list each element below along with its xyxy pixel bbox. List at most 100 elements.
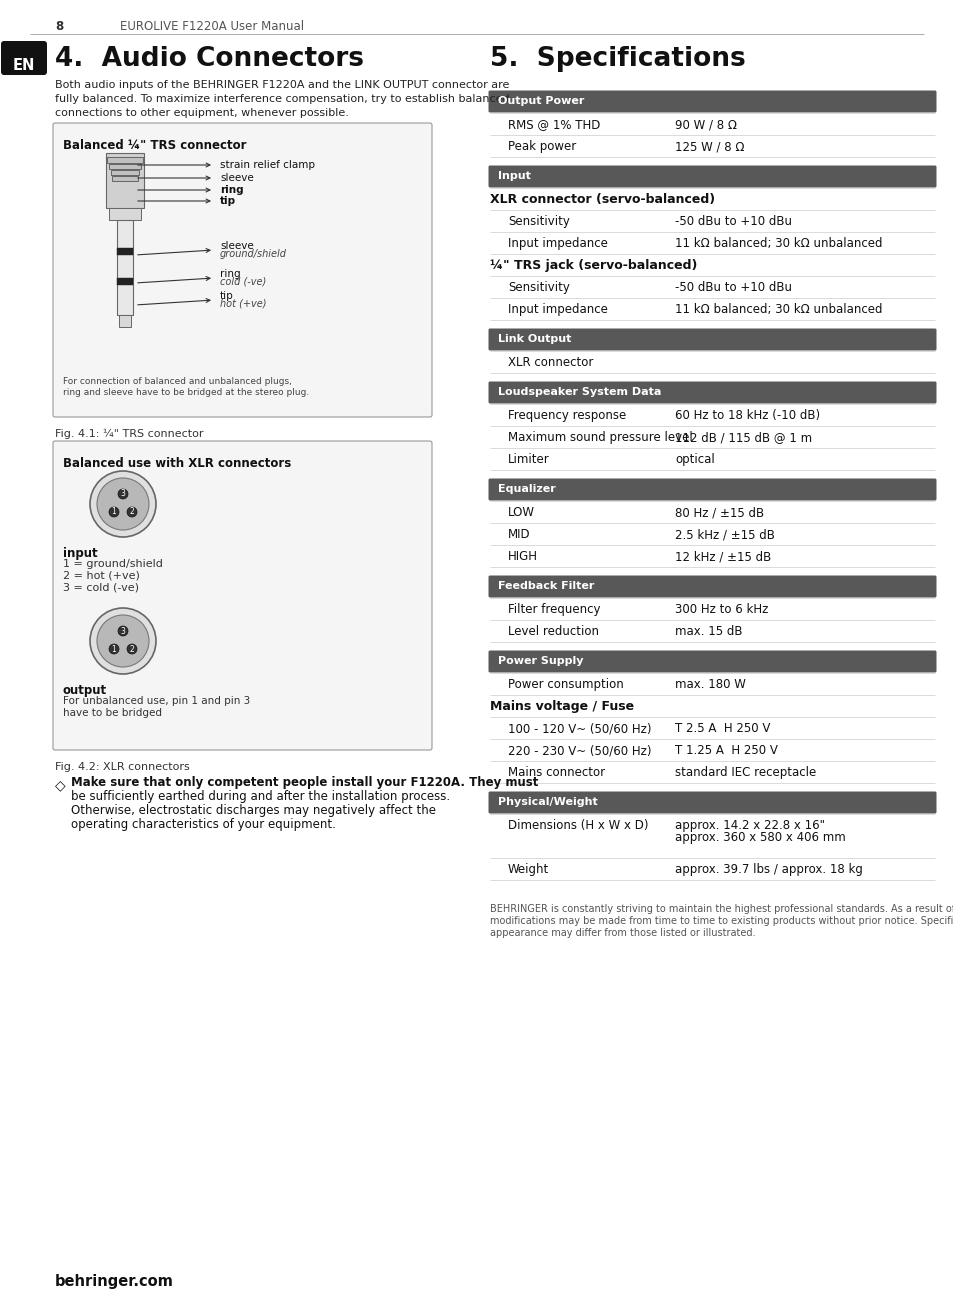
Text: 4.  Audio Connectors: 4. Audio Connectors (55, 47, 364, 73)
Text: Physical/Weight: Physical/Weight (497, 796, 598, 807)
Circle shape (97, 478, 149, 530)
Text: -50 dBu to +10 dBu: -50 dBu to +10 dBu (675, 281, 791, 294)
Text: EN: EN (12, 58, 35, 73)
Text: 3: 3 (120, 627, 125, 636)
Text: fully balanced. To maximize interference compensation, try to establish balanced: fully balanced. To maximize interference… (55, 95, 509, 104)
Text: have to be bridged: have to be bridged (63, 708, 162, 717)
Text: Dimensions (H x W x D): Dimensions (H x W x D) (507, 818, 648, 831)
Bar (112, 176, 138, 181)
Text: 8: 8 (55, 19, 63, 32)
Text: approx. 39.7 lbs / approx. 18 kg: approx. 39.7 lbs / approx. 18 kg (675, 862, 862, 875)
Bar (117, 278, 132, 285)
Text: Both audio inputs of the BEHRINGER F1220A and the LINK OUTPUT connector are: Both audio inputs of the BEHRINGER F1220… (55, 80, 509, 89)
Circle shape (90, 607, 156, 673)
Text: Power Supply: Power Supply (497, 657, 583, 666)
Text: 90 W / 8 Ω: 90 W / 8 Ω (675, 118, 737, 131)
Text: 3 = cold (-ve): 3 = cold (-ve) (63, 583, 139, 593)
Text: ring: ring (220, 269, 240, 278)
Text: Level reduction: Level reduction (507, 625, 598, 638)
Text: Frequency response: Frequency response (507, 409, 625, 422)
FancyBboxPatch shape (488, 650, 936, 672)
Text: strain relief clamp: strain relief clamp (220, 161, 314, 170)
Text: 5.  Specifications: 5. Specifications (490, 47, 745, 73)
Text: 100 - 120 V~ (50/60 Hz): 100 - 120 V~ (50/60 Hz) (507, 723, 651, 736)
Text: 2.5 kHz / ±15 dB: 2.5 kHz / ±15 dB (675, 528, 774, 541)
FancyBboxPatch shape (488, 166, 936, 188)
Text: ring and sleeve have to be bridged at the stereo plug.: ring and sleeve have to be bridged at th… (63, 388, 309, 398)
FancyBboxPatch shape (488, 478, 936, 500)
Text: appearance may differ from those listed or illustrated.: appearance may differ from those listed … (490, 929, 755, 938)
Text: -50 dBu to +10 dBu: -50 dBu to +10 dBu (675, 215, 791, 228)
Text: Mains voltage / Fuse: Mains voltage / Fuse (490, 701, 634, 714)
Text: 1: 1 (112, 508, 116, 517)
FancyBboxPatch shape (488, 382, 936, 404)
Text: 300 Hz to 6 kHz: 300 Hz to 6 kHz (675, 603, 767, 616)
Text: sleeve: sleeve (220, 241, 253, 251)
Circle shape (109, 644, 119, 654)
Text: Loudspeaker System Data: Loudspeaker System Data (497, 387, 660, 398)
Text: 3: 3 (120, 490, 125, 499)
Text: Fig. 4.2: XLR connectors: Fig. 4.2: XLR connectors (55, 761, 190, 772)
Text: 1: 1 (112, 645, 116, 654)
Text: 80 Hz / ±15 dB: 80 Hz / ±15 dB (675, 506, 763, 519)
FancyBboxPatch shape (488, 329, 936, 351)
Text: cold (-ve): cold (-ve) (220, 277, 266, 287)
Text: Fig. 4.1: ¼" TRS connector: Fig. 4.1: ¼" TRS connector (55, 429, 203, 439)
Text: max. 15 dB: max. 15 dB (675, 625, 741, 638)
Text: Weight: Weight (507, 862, 549, 875)
Text: Otherwise, electrostatic discharges may negatively affect the: Otherwise, electrostatic discharges may … (71, 804, 436, 817)
Text: 220 - 230 V~ (50/60 Hz): 220 - 230 V~ (50/60 Hz) (507, 745, 651, 758)
Text: EUROLIVE F1220A User Manual: EUROLIVE F1220A User Manual (120, 19, 304, 32)
Circle shape (127, 644, 137, 654)
Text: optical: optical (675, 453, 714, 466)
Text: XLR connector: XLR connector (507, 356, 593, 369)
Text: 1 = ground/shield: 1 = ground/shield (63, 559, 163, 569)
Text: For unbalanced use, pin 1 and pin 3: For unbalanced use, pin 1 and pin 3 (63, 695, 250, 706)
Text: ground/shield: ground/shield (220, 249, 287, 259)
Text: approx. 14.2 x 22.8 x 16": approx. 14.2 x 22.8 x 16" (675, 818, 824, 831)
FancyBboxPatch shape (488, 791, 936, 813)
Text: LOW: LOW (507, 506, 535, 519)
Text: 2: 2 (130, 508, 134, 517)
Text: modifications may be made from time to time to existing products without prior n: modifications may be made from time to t… (490, 916, 953, 926)
Circle shape (97, 615, 149, 667)
Circle shape (109, 508, 119, 517)
Text: approx. 360 x 580 x 406 mm: approx. 360 x 580 x 406 mm (675, 831, 845, 844)
Bar (107, 157, 143, 163)
Bar (111, 170, 139, 175)
Text: input: input (63, 546, 97, 559)
Text: Power consumption: Power consumption (507, 679, 623, 692)
Text: output: output (63, 684, 107, 697)
Bar (117, 220, 132, 315)
Text: standard IEC receptacle: standard IEC receptacle (675, 767, 816, 780)
Circle shape (118, 490, 128, 499)
Text: sleeve: sleeve (220, 174, 253, 183)
Text: Input impedance: Input impedance (507, 237, 607, 250)
Text: ¼" TRS jack (servo-balanced): ¼" TRS jack (servo-balanced) (490, 259, 697, 272)
Text: Input impedance: Input impedance (507, 303, 607, 316)
Text: T 1.25 A  H 250 V: T 1.25 A H 250 V (675, 745, 777, 758)
Text: 112 dB / 115 dB @ 1 m: 112 dB / 115 dB @ 1 m (675, 431, 811, 444)
FancyBboxPatch shape (1, 41, 47, 75)
Text: Sensitivity: Sensitivity (507, 215, 569, 228)
Circle shape (118, 625, 128, 636)
Text: 11 kΩ balanced; 30 kΩ unbalanced: 11 kΩ balanced; 30 kΩ unbalanced (675, 303, 882, 316)
Text: Make sure that only competent people install your F1220A. They must: Make sure that only competent people ins… (71, 776, 537, 789)
Bar (106, 153, 144, 208)
Text: tip: tip (220, 291, 233, 300)
Text: Equalizer: Equalizer (497, 484, 556, 493)
Text: Sensitivity: Sensitivity (507, 281, 569, 294)
Text: Mains connector: Mains connector (507, 767, 604, 780)
Text: Balanced use with XLR connectors: Balanced use with XLR connectors (63, 457, 291, 470)
FancyBboxPatch shape (53, 123, 432, 417)
Text: MID: MID (507, 528, 530, 541)
Text: For connection of balanced and unbalanced plugs,: For connection of balanced and unbalance… (63, 377, 292, 386)
Text: tip: tip (220, 196, 236, 206)
Text: 2: 2 (130, 645, 134, 654)
Circle shape (90, 471, 156, 537)
Text: Output Power: Output Power (497, 96, 584, 106)
Text: 11 kΩ balanced; 30 kΩ unbalanced: 11 kΩ balanced; 30 kΩ unbalanced (675, 237, 882, 250)
Text: behringer.com: behringer.com (55, 1274, 173, 1289)
FancyBboxPatch shape (488, 91, 936, 113)
Text: ring: ring (220, 185, 243, 196)
